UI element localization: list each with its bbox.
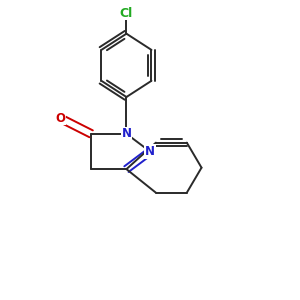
- Text: Cl: Cl: [120, 7, 133, 20]
- Text: O: O: [55, 112, 65, 125]
- Text: N: N: [145, 145, 155, 158]
- Text: N: N: [122, 127, 131, 140]
